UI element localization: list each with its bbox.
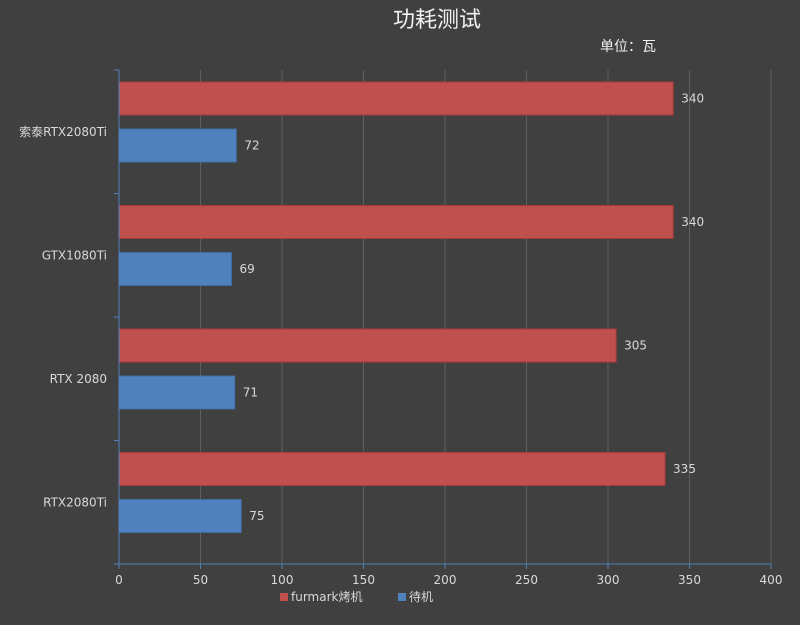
x-tick-label: 350 bbox=[678, 573, 701, 587]
category-label: GTX1080Ti bbox=[42, 248, 107, 262]
data-label: 72 bbox=[244, 139, 259, 153]
legend-swatch-idle bbox=[398, 593, 406, 601]
bar-idle bbox=[118, 375, 236, 410]
data-label: 340 bbox=[681, 92, 704, 106]
bar-idle bbox=[118, 252, 232, 286]
x-tick-label: 400 bbox=[760, 573, 783, 587]
legend: furmark烤机 待机 bbox=[280, 589, 433, 604]
data-label: 69 bbox=[239, 262, 254, 276]
data-labels: 340 72 340 69 305 71 335 75 bbox=[239, 92, 704, 524]
axes: 0 50 100 150 200 250 300 350 400 索泰RTX2080Ti GTX10… bbox=[19, 69, 783, 587]
category-label: 索泰RTX2080Ti bbox=[19, 125, 107, 139]
data-label: 340 bbox=[681, 215, 704, 229]
x-tick-label: 100 bbox=[271, 573, 294, 587]
unit-label: 单位：瓦 bbox=[600, 39, 656, 55]
bar-idle bbox=[118, 499, 242, 533]
bar-furmark bbox=[118, 328, 617, 363]
legend-swatch-furmark bbox=[280, 593, 288, 601]
x-tick-label: 200 bbox=[434, 573, 457, 587]
data-label: 71 bbox=[243, 386, 258, 400]
data-label: 335 bbox=[673, 462, 696, 476]
category-label: RTX2080Ti bbox=[43, 495, 107, 509]
chart-title: 功耗测试 bbox=[393, 8, 481, 33]
category-label: RTX 2080 bbox=[50, 372, 107, 386]
bar-idle bbox=[118, 128, 237, 163]
x-tick-label: 250 bbox=[515, 573, 538, 587]
legend-label: 待机 bbox=[409, 590, 433, 604]
data-label: 75 bbox=[249, 509, 264, 523]
x-tick-label: 150 bbox=[352, 573, 375, 587]
bar-furmark bbox=[118, 205, 674, 239]
x-tick-label: 50 bbox=[193, 573, 208, 587]
bar-furmark bbox=[118, 452, 666, 486]
data-label: 305 bbox=[624, 339, 647, 353]
x-tick-label: 0 bbox=[115, 573, 123, 587]
x-tick-label: 300 bbox=[597, 573, 620, 587]
bar-furmark bbox=[118, 81, 674, 116]
legend-label: furmark烤机 bbox=[291, 589, 362, 604]
